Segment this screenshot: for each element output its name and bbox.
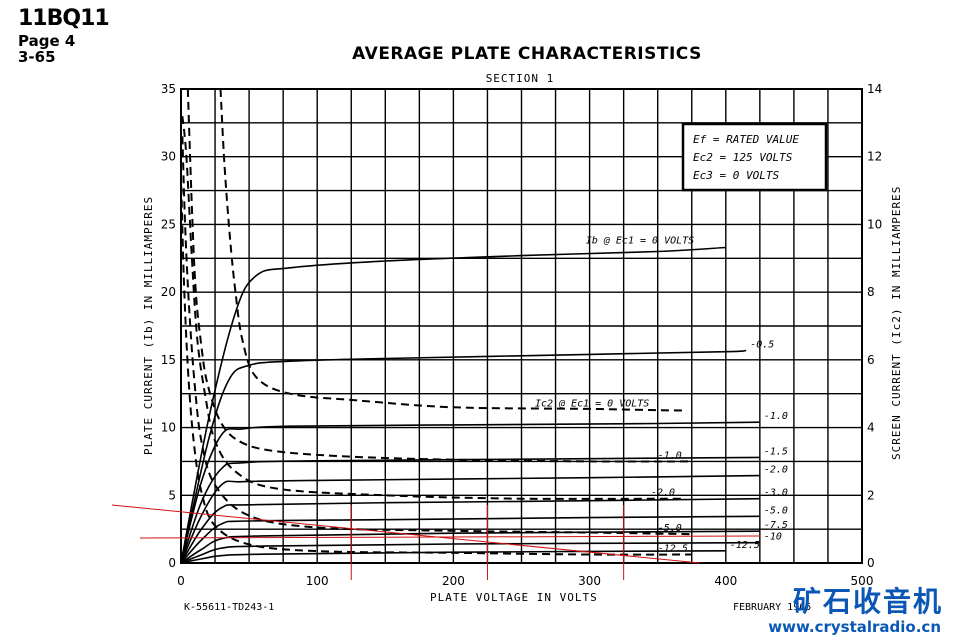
condition-ef: Ef = RATED VALUE	[693, 133, 799, 146]
y-tick-label: 30	[161, 150, 176, 164]
x-tick-label: 200	[442, 574, 465, 588]
screen-curve-label: -12.5	[658, 544, 688, 555]
y2-tick-label: 10	[867, 217, 882, 231]
plate-curve-label: -3.0	[764, 488, 788, 499]
plate-curve-label: -2.0	[764, 465, 788, 476]
plate-curve	[180, 541, 760, 564]
y2-tick-label: 0	[867, 556, 875, 570]
y2-tick-label: 8	[867, 285, 875, 299]
screen-curve	[181, 116, 685, 500]
labels-layer: 0 100 200 300 400 500 0 5 10 15 20 25 30 35 0 2 4 6 8 10 12 1…	[161, 82, 883, 588]
conditions-box: Ef = RATED VALUE Ec2 = 125 VOLTS Ec3 = 0…	[681, 122, 828, 192]
watermark-chinese: 矿石收音机	[792, 585, 943, 618]
x-axis-label: PLATE VOLTAGE IN VOLTS	[430, 591, 598, 604]
issue-date: 3-65	[18, 48, 56, 66]
plate-curve	[180, 497, 760, 564]
plate-curve-label: -10	[764, 532, 782, 543]
x-tick-label: 300	[578, 574, 601, 588]
y-tick-label: 15	[161, 353, 176, 367]
plate-curve-label: -7.5	[764, 520, 788, 531]
plate-curve-label: -12.5	[730, 540, 760, 551]
red-slope-line	[111, 504, 701, 564]
plate-curve	[180, 530, 760, 564]
screen-curve	[181, 136, 692, 536]
condition-ec3: Ec3 = 0 VOLTS	[693, 169, 779, 182]
y2-tick-label: 4	[867, 421, 875, 435]
plate-curve	[180, 421, 760, 564]
plate-curve-label: -0.5	[750, 339, 774, 350]
axes	[180, 88, 863, 564]
y-tick-label: 25	[161, 217, 176, 231]
plate-curve-label: -1.0	[764, 411, 788, 422]
y2-tick-label: 14	[867, 82, 882, 96]
plate-curve-label: Ib @ Ec1 = 0 VOLTS	[586, 235, 694, 246]
plate-curve-label: -1.5	[764, 446, 788, 457]
y-tick-label: 10	[161, 421, 176, 435]
plate-curve	[180, 550, 726, 564]
chart-subtitle: SECTION 1	[485, 72, 555, 85]
condition-ec2: Ec2 = 125 VOLTS	[693, 151, 793, 164]
screen-curve	[186, 88, 692, 463]
drawing-number: K-55611-TD243-1	[184, 602, 274, 613]
red-annotation-lines	[111, 504, 761, 580]
plate-curve-label: -5.0	[764, 505, 788, 516]
y2-tick-label: 2	[867, 488, 875, 502]
y2-axis-label: SCREEN CURRENT (Ic2) IN MILLIAMPERES	[890, 186, 903, 460]
footer-date: FEBRUARY 1965	[733, 602, 811, 613]
y-tick-label: 0	[168, 556, 176, 570]
x-tick-label: 0	[177, 574, 185, 588]
y2-tick-label: 12	[867, 150, 882, 164]
screen-curve-label: -5.0	[658, 523, 682, 534]
screen-curve	[219, 88, 685, 412]
watermark-url: www.crystalradio.cn	[768, 618, 941, 636]
series-layer	[180, 88, 760, 564]
plot-frame	[180, 88, 863, 564]
chart-title: AVERAGE PLATE CHARACTERISTICS	[352, 44, 702, 64]
plate-curve	[180, 474, 760, 564]
red-horizontal-line	[139, 535, 761, 539]
x-tick-label: 400	[714, 574, 737, 588]
y-axis-label: PLATE CURRENT (Ib) IN MILLIAMPERES	[142, 196, 155, 455]
plate-curve	[180, 456, 760, 564]
screen-curve	[180, 173, 692, 556]
tube-type: 11BQ11	[18, 6, 110, 31]
y-tick-label: 5	[168, 488, 176, 502]
screen-curve-label: Ic2 @ Ec1 = 0 VOLTS	[535, 399, 649, 410]
screen-curve-label: -1.0	[658, 450, 682, 461]
y-tick-label: 35	[161, 82, 176, 96]
y-tick-label: 20	[161, 285, 176, 299]
y2-tick-label: 6	[867, 353, 875, 367]
plate-curve	[180, 515, 760, 564]
x-tick-label: 500	[851, 574, 874, 588]
x-tick-label: 100	[306, 574, 329, 588]
screen-curve-label: -2.0	[651, 488, 675, 499]
page-number: Page 4	[18, 32, 76, 50]
